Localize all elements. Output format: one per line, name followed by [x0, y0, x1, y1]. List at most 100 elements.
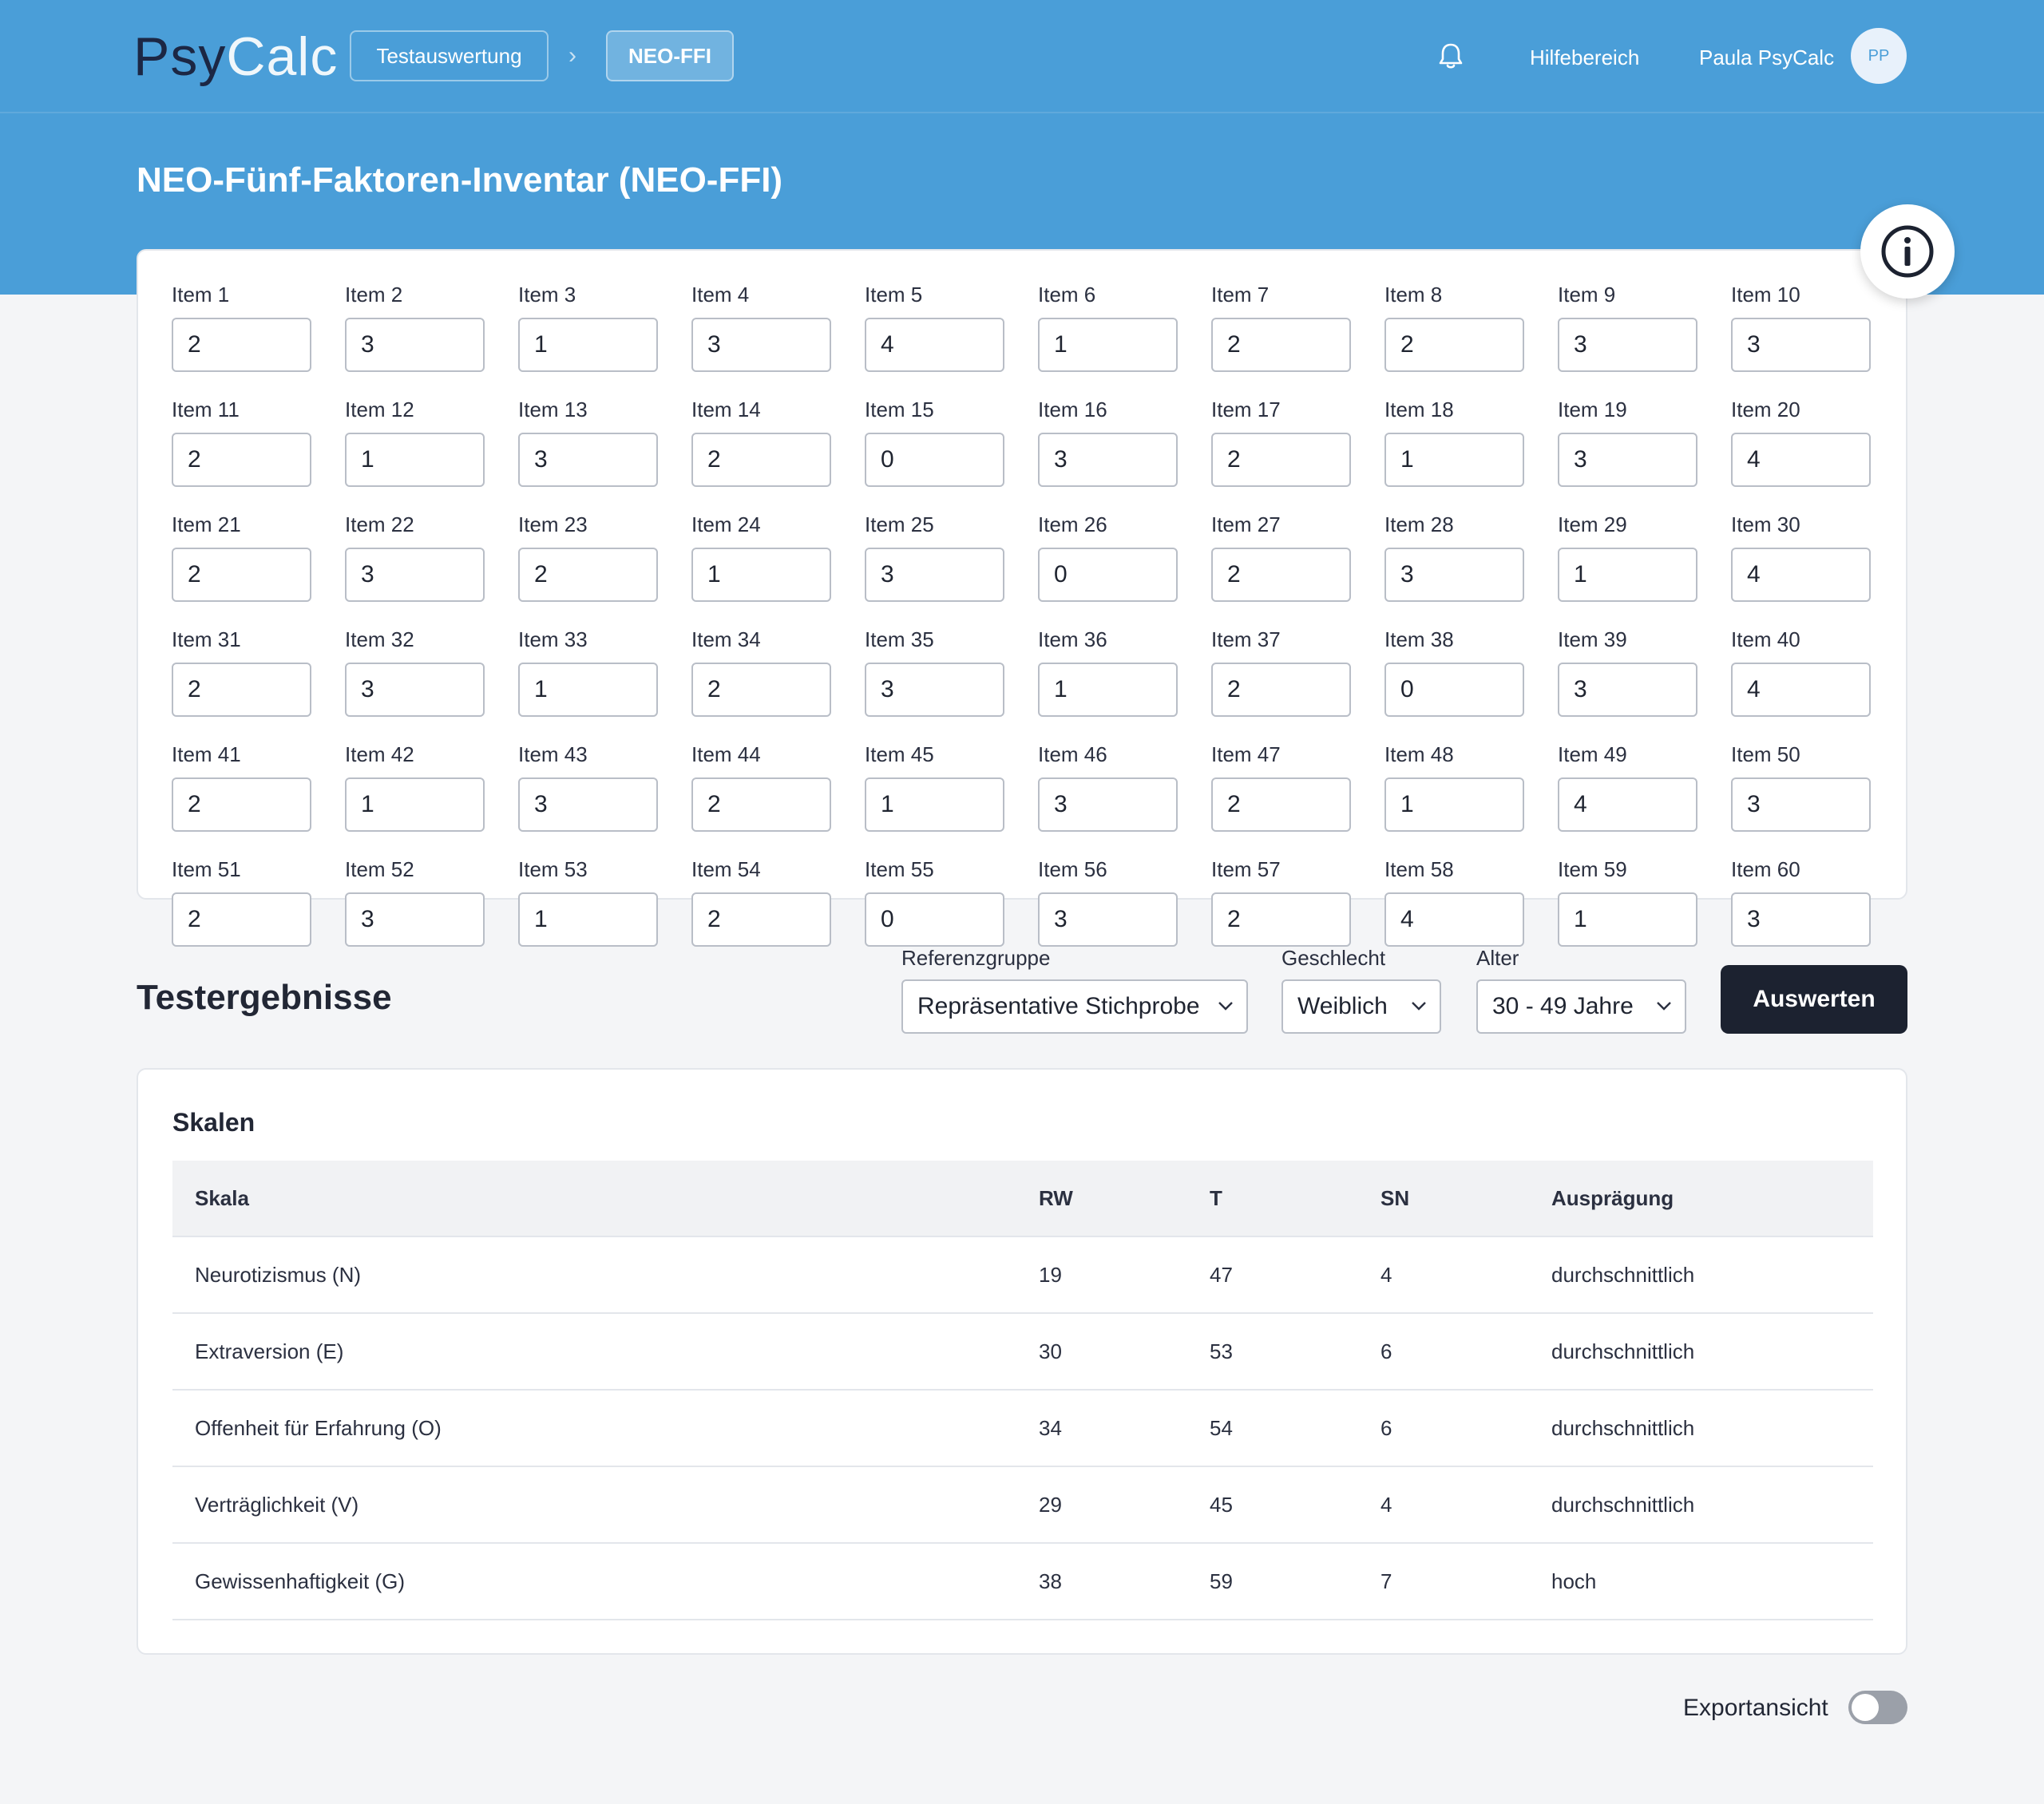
item-input[interactable]: [345, 777, 485, 832]
age-select[interactable]: 30 - 49 Jahre: [1476, 979, 1686, 1034]
item-input[interactable]: [865, 892, 1004, 947]
item-input[interactable]: [1558, 892, 1697, 947]
item-input[interactable]: [172, 892, 311, 947]
column-header: SN: [1358, 1161, 1529, 1236]
item-field: Item 11: [172, 398, 311, 487]
item-input[interactable]: [1384, 663, 1524, 717]
table-row: Gewissenhaftigkeit (G) 38 59 7 hoch: [172, 1542, 1873, 1620]
item-input[interactable]: [1558, 548, 1697, 602]
item-input[interactable]: [865, 433, 1004, 487]
item-label: Item 36: [1038, 627, 1107, 651]
item-label: Item 17: [1211, 398, 1281, 421]
item-input[interactable]: [691, 777, 831, 832]
item-input[interactable]: [518, 318, 658, 372]
avatar[interactable]: PP: [1851, 28, 1907, 84]
item-input[interactable]: [865, 777, 1004, 832]
table-cell: 47: [1187, 1236, 1358, 1313]
info-button[interactable]: [1860, 204, 1955, 299]
info-icon: [1881, 225, 1934, 278]
item-input[interactable]: [1384, 892, 1524, 947]
item-input[interactable]: [1558, 433, 1697, 487]
reference-group-select[interactable]: Repräsentative Stichprobe: [901, 979, 1248, 1034]
item-input[interactable]: [1731, 777, 1871, 832]
item-field: Item 39: [1558, 627, 1697, 717]
item-input[interactable]: [345, 663, 485, 717]
items-grid: Item 1 Item 2 Item 3 Item 4 Item 5 Item 6 Item…: [172, 283, 1871, 947]
item-input[interactable]: [865, 548, 1004, 602]
item-input[interactable]: [1211, 433, 1351, 487]
logo[interactable]: PsyCalc: [133, 21, 338, 93]
item-input[interactable]: [172, 777, 311, 832]
item-input[interactable]: [172, 318, 311, 372]
item-input[interactable]: [1731, 663, 1871, 717]
item-input[interactable]: [518, 433, 658, 487]
item-input[interactable]: [1211, 892, 1351, 947]
item-input[interactable]: [1384, 433, 1524, 487]
item-input[interactable]: [518, 548, 658, 602]
item-input[interactable]: [172, 548, 311, 602]
item-label: Item 24: [691, 512, 761, 536]
help-link[interactable]: Hilfebereich: [1530, 45, 1640, 69]
item-field: Item 17: [1211, 398, 1351, 487]
scales-table-body: Neurotizismus (N) 19 47 4 durchschnittlich Ex…: [172, 1236, 1873, 1620]
item-field: Item 1: [172, 283, 311, 372]
sex-select[interactable]: Weiblich: [1281, 979, 1441, 1034]
item-input[interactable]: [691, 663, 831, 717]
item-label: Item 31: [172, 627, 241, 651]
item-input[interactable]: [1038, 433, 1178, 487]
item-input[interactable]: [1384, 548, 1524, 602]
item-input[interactable]: [345, 548, 485, 602]
item-input[interactable]: [691, 892, 831, 947]
item-input[interactable]: [865, 663, 1004, 717]
item-input[interactable]: [1211, 663, 1351, 717]
item-input[interactable]: [1038, 777, 1178, 832]
column-header: Ausprägung: [1529, 1161, 1873, 1236]
user-name[interactable]: Paula PsyCalc: [1699, 45, 1835, 69]
item-input[interactable]: [345, 318, 485, 372]
item-input[interactable]: [1558, 663, 1697, 717]
item-input[interactable]: [1558, 777, 1697, 832]
item-input[interactable]: [1211, 548, 1351, 602]
item-label: Item 38: [1384, 627, 1454, 651]
breadcrumb-neo-ffi[interactable]: NEO-FFI: [606, 30, 734, 81]
item-input[interactable]: [1038, 318, 1178, 372]
item-input[interactable]: [1038, 663, 1178, 717]
breadcrumb-separator-icon: ›: [568, 42, 576, 69]
item-input[interactable]: [345, 892, 485, 947]
item-input[interactable]: [518, 892, 658, 947]
item-input[interactable]: [691, 318, 831, 372]
item-field: Item 29: [1558, 512, 1697, 602]
item-input[interactable]: [691, 548, 831, 602]
item-input[interactable]: [1211, 318, 1351, 372]
item-label: Item 8: [1384, 283, 1443, 307]
chevron-down-icon: [1657, 1002, 1671, 1011]
item-input[interactable]: [1384, 777, 1524, 832]
export-view-toggle[interactable]: [1848, 1691, 1907, 1724]
item-field: Item 37: [1211, 627, 1351, 717]
item-input[interactable]: [1731, 318, 1871, 372]
item-input[interactable]: [172, 433, 311, 487]
item-input[interactable]: [1731, 433, 1871, 487]
item-input[interactable]: [1038, 548, 1178, 602]
item-field: Item 44: [691, 742, 831, 832]
bell-icon[interactable]: [1437, 42, 1464, 70]
table-row: Offenheit für Erfahrung (O) 34 54 6 durchsch…: [172, 1389, 1873, 1466]
evaluate-button[interactable]: Auswerten: [1721, 965, 1907, 1034]
item-input[interactable]: [1211, 777, 1351, 832]
item-input[interactable]: [172, 663, 311, 717]
item-input[interactable]: [691, 433, 831, 487]
item-input[interactable]: [518, 663, 658, 717]
breadcrumb-testauswertung[interactable]: Testauswertung: [350, 30, 549, 81]
item-label: Item 59: [1558, 857, 1627, 881]
item-input[interactable]: [1731, 548, 1871, 602]
item-input[interactable]: [1558, 318, 1697, 372]
item-input[interactable]: [1038, 892, 1178, 947]
item-field: Item 58: [1384, 857, 1524, 947]
item-input[interactable]: [518, 777, 658, 832]
item-field: Item 21: [172, 512, 311, 602]
item-input[interactable]: [1384, 318, 1524, 372]
item-field: Item 6: [1038, 283, 1178, 372]
item-input[interactable]: [1731, 892, 1871, 947]
item-input[interactable]: [345, 433, 485, 487]
item-input[interactable]: [865, 318, 1004, 372]
